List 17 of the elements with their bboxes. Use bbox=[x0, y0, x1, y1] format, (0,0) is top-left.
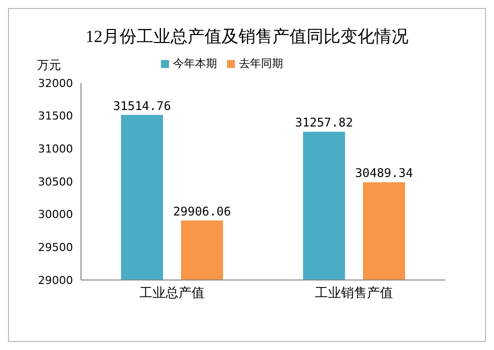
y-tick-label: 29000 bbox=[38, 274, 73, 287]
y-axis-title: 万元 bbox=[37, 57, 61, 74]
legend-label: 今年本期 bbox=[173, 57, 217, 70]
y-tick-label: 30500 bbox=[38, 175, 73, 188]
x-tick-label: 工业销售产值 bbox=[315, 286, 393, 302]
y-tick-label: 29500 bbox=[38, 241, 73, 254]
chart-title: 12月份工业总产值及销售产值同比变化情况 bbox=[84, 26, 410, 48]
y-tick-label: 31000 bbox=[38, 142, 73, 156]
data-label: 31514.76 bbox=[113, 98, 171, 113]
y-tick-label: 30000 bbox=[38, 208, 73, 222]
data-label: 31257.82 bbox=[295, 116, 353, 130]
y-tick-label: 32000 bbox=[38, 76, 73, 90]
data-label: 29906.06 bbox=[173, 204, 231, 218]
data-label: 30489.34 bbox=[355, 166, 413, 180]
legend-label: 去年同期 bbox=[239, 57, 283, 70]
x-tick-label: 工业总产值 bbox=[140, 286, 204, 302]
y-tick-label: 31500 bbox=[38, 110, 73, 123]
